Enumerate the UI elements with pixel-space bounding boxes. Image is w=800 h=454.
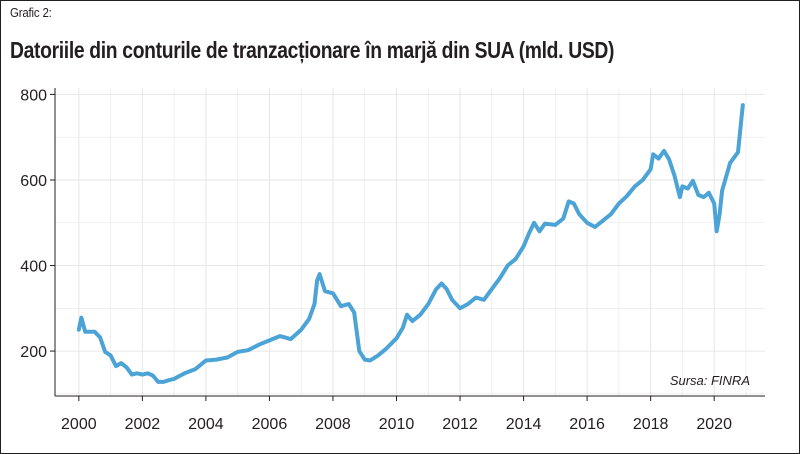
x-tick-label: 2002 <box>125 416 161 433</box>
series-line-margin-debt <box>76 103 745 384</box>
y-tick-label: 400 <box>20 259 47 276</box>
x-tick-label: 2016 <box>569 416 605 433</box>
x-tick-label: 2004 <box>188 416 224 433</box>
x-tick-label: 2012 <box>442 416 478 433</box>
chart-title: Datoriile din conturile de tranzacționar… <box>10 37 615 63</box>
source-note: Sursa: FINRA <box>670 373 750 388</box>
y-tick-label: 800 <box>20 87 47 104</box>
axes <box>50 88 765 401</box>
x-tick-label: 2008 <box>315 416 351 433</box>
chart-label: Grafic 2: <box>10 5 52 20</box>
x-tick-label: 2020 <box>696 416 732 433</box>
x-tick-label: 2018 <box>633 416 669 433</box>
x-tick-label: 2014 <box>506 416 542 433</box>
tick-labels: 200 400 600 800 2000 2002 2004 2006 2008 2010 2012… <box>20 87 732 433</box>
x-tick-label: 2010 <box>379 416 415 433</box>
y-tick-label: 600 <box>20 173 47 190</box>
x-tick-label: 2000 <box>61 416 97 433</box>
y-tick-label: 200 <box>20 344 47 361</box>
x-tick-label: 2006 <box>252 416 288 433</box>
grid <box>55 88 765 396</box>
series <box>76 103 745 384</box>
